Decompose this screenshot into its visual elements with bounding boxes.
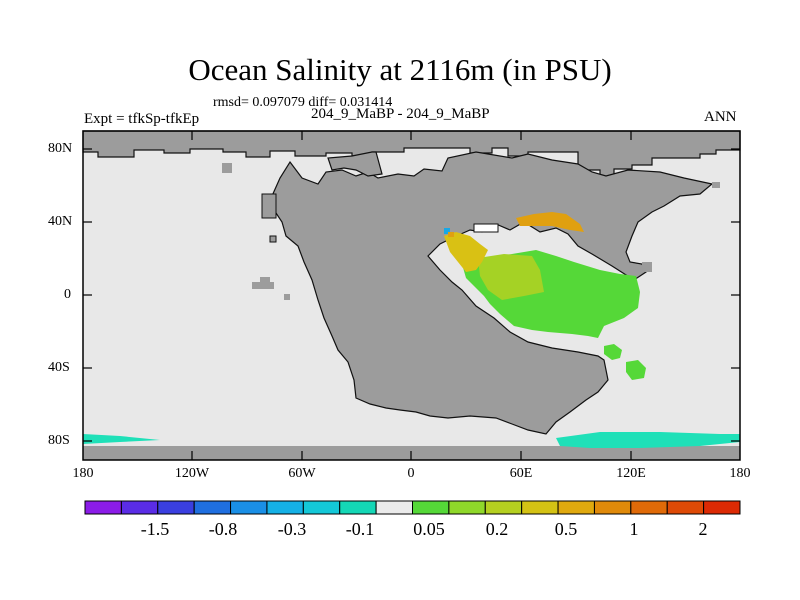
lat-label-40s: 40S (48, 360, 70, 375)
lon-label: 60E (509, 466, 533, 481)
anomaly-yellow-region (444, 232, 488, 272)
lon-label: 120E (616, 466, 646, 481)
enclosed-ocean-cell (473, 223, 499, 233)
antarctic-teal-west (83, 434, 160, 444)
lon-label: 180 (72, 466, 94, 481)
island (642, 262, 652, 272)
anomaly-orange-cell (448, 232, 454, 237)
colorbar-swatch (157, 500, 195, 515)
colorbar-swatch (84, 500, 122, 515)
lat-label-80s: 80S (48, 433, 70, 448)
lat-label-0: 0 (64, 287, 71, 302)
colorbar-swatch (120, 500, 159, 515)
island (260, 277, 270, 283)
colorbar-label: 0.5 (554, 519, 578, 539)
lon-label: 120W (174, 466, 210, 481)
colorbar-label: -1.5 (140, 519, 170, 539)
colorbar-swatch (339, 500, 377, 515)
island (222, 163, 232, 173)
colorbar-swatch (593, 500, 632, 515)
colorbar-swatch (230, 500, 268, 515)
colorbar-swatch (521, 500, 559, 515)
lon-label: 60W (288, 466, 316, 481)
island (269, 235, 277, 243)
colorbar-label: 1 (629, 519, 639, 539)
map-title: Ocean Salinity at 2116m (in PSU) (188, 52, 612, 87)
colorbar-label: 0.2 (485, 519, 509, 539)
experiment-label: Expt = tfkSp-tfkEp (84, 111, 200, 127)
colorbar-label: 0.05 (413, 519, 445, 539)
lon-label: 0 (407, 466, 415, 481)
colorbar-swatch (412, 500, 450, 515)
colorbar-label: -0.3 (277, 519, 307, 539)
colorbar-swatch (448, 500, 486, 515)
stats-label: rmsd= 0.097079 diff= 0.031414 (213, 95, 393, 110)
antarctic-teal-east (556, 432, 740, 448)
anomaly-orange-region (516, 212, 584, 232)
colorbar-swatch (193, 500, 232, 515)
anomaly-blue-cell (444, 228, 450, 234)
arctic-land (82, 130, 741, 181)
lon-label: 180 (729, 466, 751, 481)
colorbar-swatch (630, 500, 668, 515)
colorbar-swatch (557, 500, 595, 515)
anomaly-green-blob (604, 344, 622, 360)
island (252, 282, 274, 289)
lat-label-80n: 80N (48, 141, 73, 156)
colorbar-swatch (484, 500, 523, 515)
colorbar-swatch (266, 500, 304, 515)
anomaly-yellowgreen-region (478, 254, 544, 300)
colorbar-label: -0.1 (345, 519, 375, 539)
arctic-spur (327, 151, 383, 177)
island (261, 193, 277, 219)
colorbar-swatch (302, 500, 341, 515)
tick-marks (83, 131, 740, 460)
lat-label-40n: 40N (48, 214, 73, 229)
colorbar-swatch (703, 500, 741, 515)
island (284, 294, 290, 300)
colorbar (84, 500, 741, 515)
season-label: ANN (704, 109, 737, 125)
colorbar-label: 2 (698, 519, 708, 539)
colorbar-label: -0.8 (208, 519, 238, 539)
island (712, 182, 720, 188)
colorbar-swatch (375, 500, 414, 515)
colorbar-swatch (666, 500, 705, 515)
anomaly-green-blob (626, 360, 646, 380)
case-label: 204_9_MaBP - 204_9_MaBP (311, 106, 490, 122)
